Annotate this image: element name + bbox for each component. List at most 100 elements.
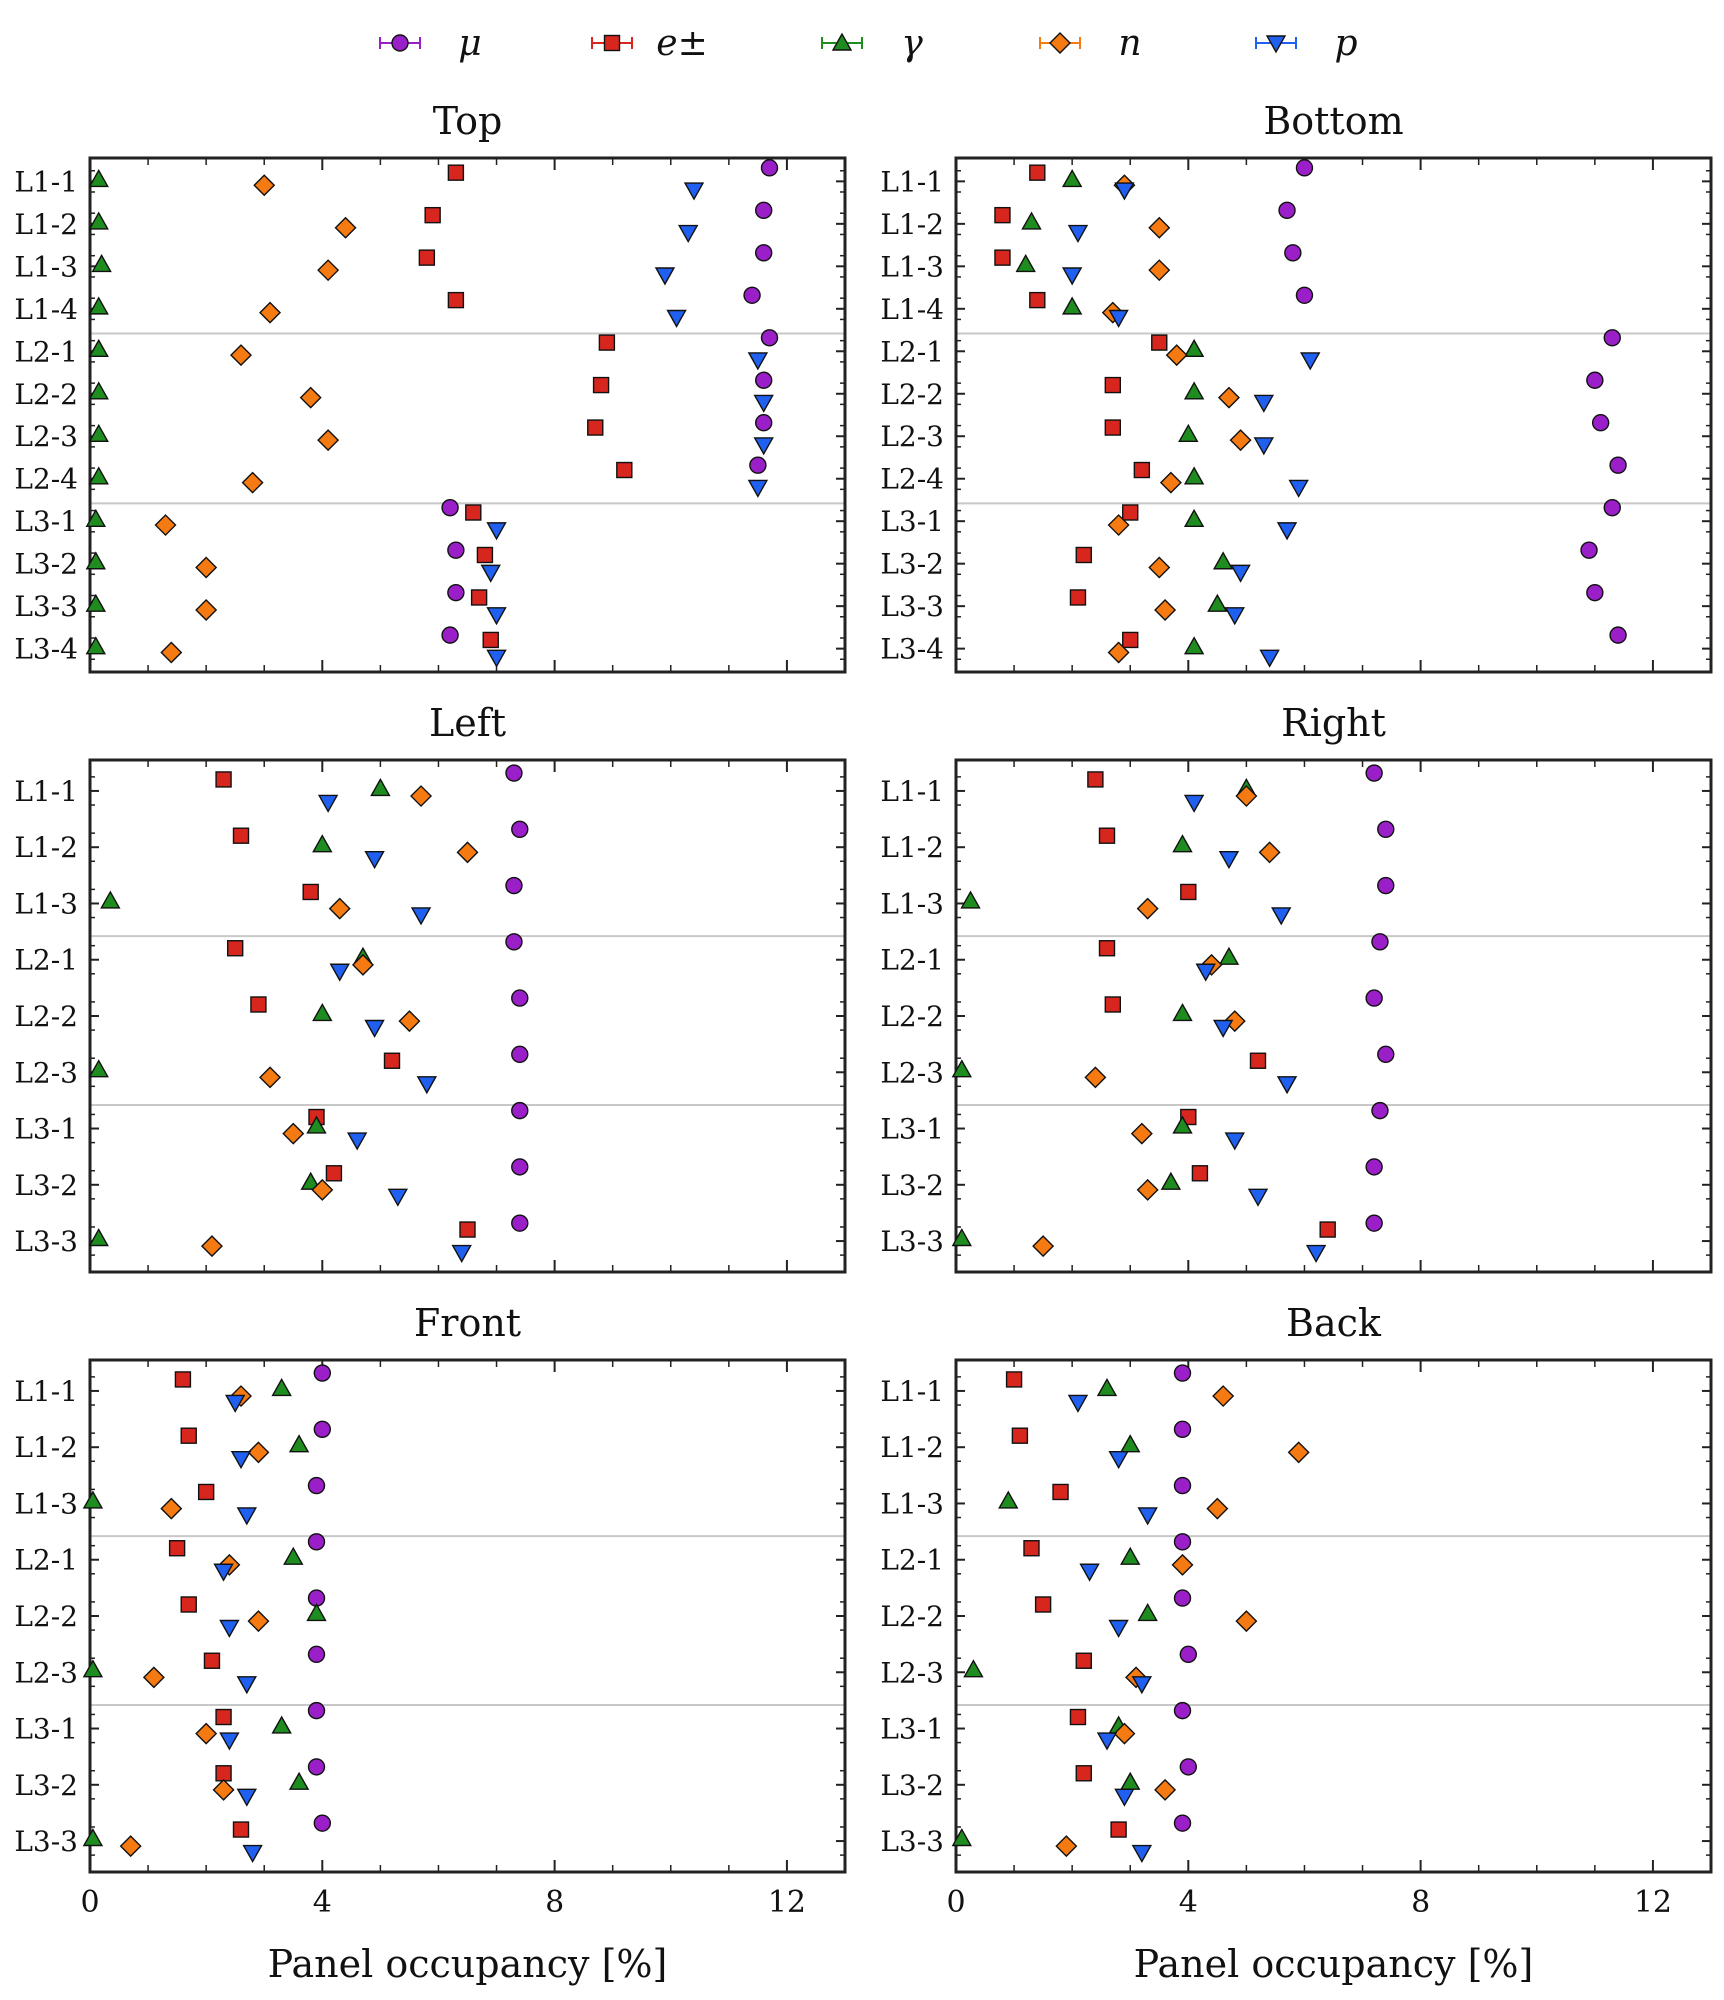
point-p: [1114, 1788, 1135, 1807]
point-n: [212, 1778, 235, 1801]
point-e: [215, 1708, 232, 1726]
x-tick-label: 0: [946, 1885, 965, 1920]
point-mu: [1173, 1420, 1192, 1439]
plot-frame: [88, 156, 847, 674]
point-p: [1305, 1244, 1327, 1263]
point-n: [1113, 1722, 1136, 1745]
point-e: [1034, 1596, 1052, 1613]
point-gamma: [1207, 593, 1228, 612]
point-mu: [749, 456, 767, 474]
point-mu: [511, 1158, 529, 1176]
point-p: [747, 352, 769, 371]
point-mu: [505, 764, 523, 782]
y-tick-label: L2-3: [880, 420, 944, 453]
panel-back: Back L1-1 L1-2 L1-3 L2-1 L2-2 L2-3 L3-1 L3-2 L3-3…: [880, 1301, 1713, 1986]
panel-title: Front: [414, 1301, 521, 1345]
point-mu: [1377, 876, 1395, 895]
point-gamma: [283, 1546, 304, 1565]
y-tick-label: L3-4: [880, 633, 944, 666]
point-p: [230, 1451, 252, 1470]
point-e: [470, 589, 488, 606]
point-e: [383, 1052, 401, 1069]
point-mu: [1586, 583, 1604, 602]
point-p: [1108, 309, 1129, 328]
point-p: [364, 1019, 385, 1038]
legend-label-p: p: [1334, 23, 1357, 64]
point-p: [1288, 479, 1309, 498]
point-e: [215, 1765, 232, 1782]
point-mu: [1173, 1589, 1192, 1607]
point-p: [451, 1244, 472, 1263]
point-gamma: [1212, 551, 1234, 570]
point-n: [154, 514, 177, 537]
point-n: [195, 1722, 218, 1745]
point-mu: [1179, 1645, 1198, 1664]
y-tick-label: L3-1: [880, 1713, 944, 1746]
point-gamma: [88, 466, 109, 485]
point-mu: [511, 820, 529, 839]
point-p: [1096, 1732, 1118, 1751]
point-e: [1180, 883, 1197, 901]
point-p: [1061, 267, 1083, 286]
y-tick-label: L2-1: [14, 335, 78, 368]
point-gamma: [370, 777, 391, 797]
point-p: [1271, 907, 1292, 926]
point-p: [1300, 352, 1321, 371]
point-p: [1212, 1019, 1234, 1038]
point-n: [259, 301, 282, 324]
y-tick-label: L1-2: [14, 208, 78, 241]
point-mu: [1580, 541, 1598, 559]
point-n: [410, 785, 433, 808]
point-gamma: [963, 1659, 984, 1678]
y-tick-label: L1-4: [880, 293, 944, 326]
point-p: [242, 1844, 263, 1863]
point-n: [230, 344, 252, 367]
point-gamma: [88, 1059, 109, 1078]
point-e: [203, 1652, 221, 1669]
y-tick-label: L1-1: [880, 775, 944, 808]
point-gamma: [312, 834, 333, 853]
point-mu: [1173, 1814, 1192, 1832]
point-p: [753, 437, 774, 456]
point-mu: [511, 1214, 529, 1232]
point-n: [1136, 1178, 1159, 1201]
point-n: [1032, 1235, 1055, 1258]
y-tick-label: L2-2: [880, 1000, 944, 1033]
point-e: [1029, 164, 1046, 181]
point-n: [1171, 1553, 1194, 1576]
point-mu: [511, 1045, 529, 1064]
y-tick-label: L1-2: [14, 1431, 78, 1464]
point-e: [1005, 1371, 1023, 1388]
point-e: [476, 546, 494, 564]
point-mu: [1609, 626, 1627, 644]
y-tick-label: L2-4: [880, 463, 944, 496]
point-mu: [754, 201, 773, 220]
y-tick-label: L2-1: [880, 944, 944, 977]
point-p: [219, 1732, 240, 1751]
point-gamma: [85, 551, 107, 570]
point-mu: [1591, 414, 1610, 432]
point-n: [160, 1497, 183, 1520]
point-gamma: [1021, 211, 1042, 230]
point-mu: [1365, 1158, 1383, 1176]
point-gamma: [82, 1490, 104, 1509]
point-mu: [313, 1814, 332, 1832]
y-tick-label: L2-3: [14, 1056, 78, 1089]
point-n: [311, 1178, 334, 1201]
point-p: [1079, 1563, 1100, 1582]
y-tick-label: L1-1: [14, 775, 78, 808]
point-p: [683, 182, 705, 201]
point-e: [592, 376, 610, 394]
point-e: [1052, 1483, 1069, 1501]
point-gamma: [998, 1490, 1019, 1509]
point-e: [1011, 1427, 1029, 1444]
point-p: [1224, 607, 1245, 626]
legend-item-mu: μ: [379, 23, 482, 64]
point-p: [1259, 649, 1280, 668]
point-e: [1069, 1708, 1087, 1726]
point-gamma: [960, 890, 981, 909]
plot-frame: [88, 1358, 847, 1874]
point-p: [747, 479, 769, 498]
y-tick-label: L2-4: [14, 463, 78, 496]
